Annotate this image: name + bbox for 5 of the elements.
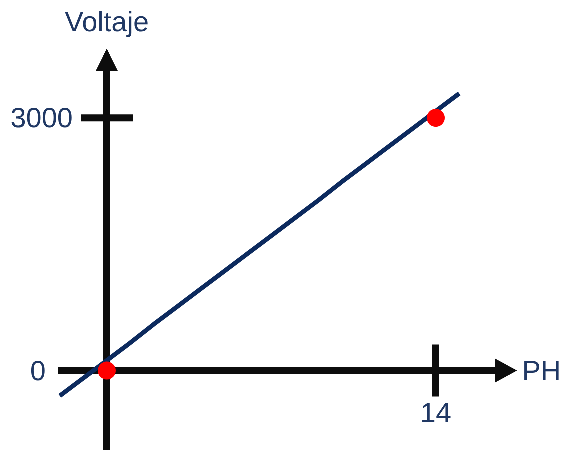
y-axis-title: Voltaje [64, 6, 150, 38]
y-tick-label: 0 [30, 355, 46, 386]
x-tick-label: 14 [420, 397, 452, 428]
x-axis-title: PH [522, 355, 562, 386]
y-tick-label: 3000 [10, 102, 73, 134]
